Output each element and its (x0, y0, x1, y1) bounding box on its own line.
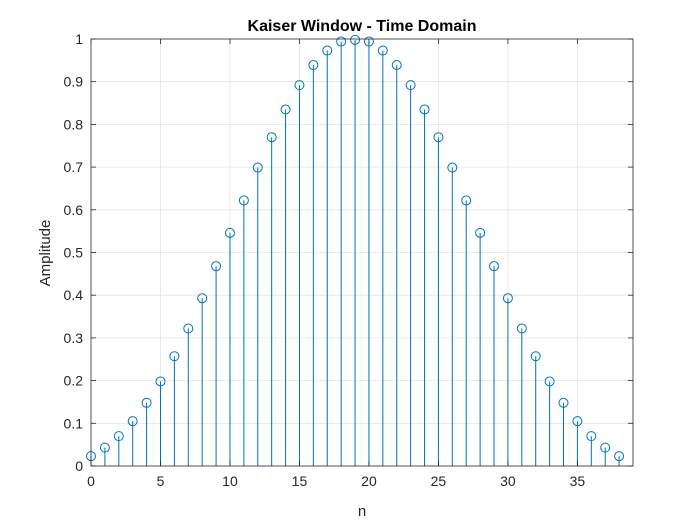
y-tick-label: 0.1 (64, 415, 84, 431)
y-tick-label: 0.6 (64, 202, 84, 218)
x-tick-label: 5 (157, 473, 165, 489)
y-tick-label: 0.4 (64, 287, 84, 303)
stem-marker (600, 442, 611, 453)
y-tick-label: 0.8 (64, 116, 84, 132)
y-tick-label: 1 (75, 31, 83, 47)
stem-marker (363, 36, 374, 47)
stem-marker (419, 104, 430, 115)
stem-marker (377, 45, 388, 56)
stem-marker (447, 162, 458, 173)
x-tick-label: 0 (87, 473, 95, 489)
x-tick-label: 10 (222, 473, 238, 489)
x-tick-label: 35 (570, 473, 586, 489)
stem-marker (252, 162, 263, 173)
stem-marker (489, 261, 500, 272)
x-tick-label: 25 (431, 473, 447, 489)
y-tick-label: 0 (75, 458, 83, 474)
x-axis-label: n (358, 503, 366, 520)
y-tick-label: 0.2 (64, 373, 84, 389)
stem-marker (280, 104, 291, 115)
stem-marker (308, 60, 319, 71)
y-tick-label: 0.3 (64, 330, 84, 346)
y-axis-label: Amplitude (37, 220, 54, 287)
stem-marker (322, 45, 333, 56)
chart-title: Kaiser Window - Time Domain (248, 18, 477, 35)
tick-labels: 0 5 10 15 20 25 30 35 0 0.1 0.2 0.3 0.4 0.5 0.6 0.7 0.8 0… (64, 31, 586, 489)
stem-marker (461, 195, 472, 206)
stem-marker (614, 451, 625, 462)
stem-marker (266, 132, 277, 143)
stem-marker (336, 36, 347, 47)
stem-marker (127, 416, 138, 427)
stem-marker (294, 80, 305, 91)
stem-marker (544, 376, 555, 387)
y-tick-label: 0.9 (64, 74, 84, 90)
x-tick-label: 20 (361, 473, 377, 489)
stem-marker (405, 80, 416, 91)
stem-marker (183, 323, 194, 334)
stem-marker (99, 442, 110, 453)
stem-marker (530, 351, 541, 362)
x-tick-label: 15 (292, 473, 308, 489)
stem-marker (558, 397, 569, 408)
stem-marker (238, 195, 249, 206)
y-tick-label: 0.5 (64, 245, 84, 261)
stem-marker (350, 34, 361, 45)
stem-marker (475, 227, 486, 238)
stem-marker (391, 60, 402, 71)
stem-marker (169, 351, 180, 362)
stem-marker (502, 293, 513, 304)
stem-marker (516, 323, 527, 334)
stem-marker (224, 227, 235, 238)
stem-marker (211, 261, 222, 272)
x-tick-label: 30 (500, 473, 516, 489)
stem-marker (572, 416, 583, 427)
stem-marker (155, 376, 166, 387)
stem-marker (113, 431, 124, 442)
ticks (90, 38, 633, 467)
stem-marker (141, 397, 152, 408)
stem-marker (197, 293, 208, 304)
stem-marker (433, 132, 444, 143)
y-tick-label: 0.7 (64, 159, 84, 175)
stem-marker (586, 431, 597, 442)
stems (86, 34, 625, 466)
